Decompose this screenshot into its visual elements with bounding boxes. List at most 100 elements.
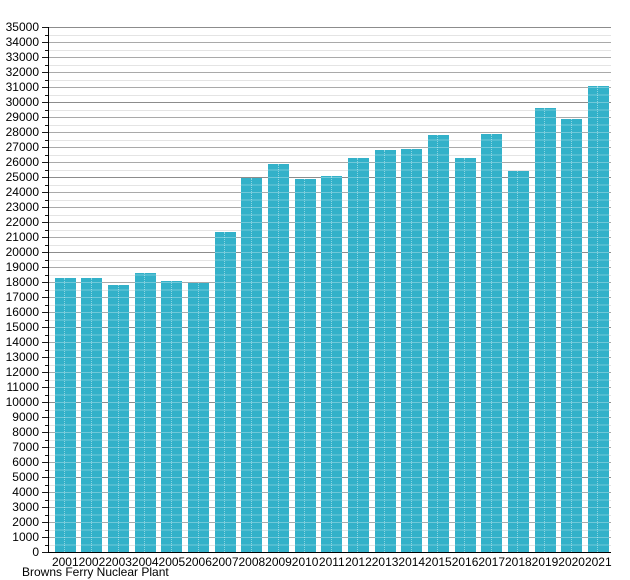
gridline-major xyxy=(49,162,611,163)
y-tick-minor xyxy=(45,529,48,531)
y-tick-minor xyxy=(45,319,48,321)
y-tick-major xyxy=(42,342,48,343)
x-axis-label: 2012 xyxy=(345,555,372,569)
bar-2007 xyxy=(214,231,236,553)
gridline-major xyxy=(49,117,611,118)
gridline-minor xyxy=(49,79,611,81)
y-axis-label: 5000 xyxy=(12,470,39,484)
y-tick-minor xyxy=(45,94,48,96)
y-tick-minor xyxy=(45,244,48,246)
y-tick-major xyxy=(42,492,48,493)
y-axis-label: 2000 xyxy=(12,515,39,529)
y-tick-major xyxy=(42,357,48,358)
y-tick-major xyxy=(42,207,48,208)
y-tick-major xyxy=(42,177,48,178)
y-tick-minor xyxy=(45,79,48,81)
y-tick-minor xyxy=(45,64,48,66)
y-axis-label: 10000 xyxy=(5,395,39,409)
bar-2009 xyxy=(268,163,289,552)
y-axis-label: 1000 xyxy=(12,530,39,544)
x-axis-label: 2017 xyxy=(478,555,506,569)
y-axis-label: 22000 xyxy=(5,215,39,229)
y-axis-label: 26000 xyxy=(5,155,39,169)
gridline-major xyxy=(49,87,611,88)
y-tick-minor xyxy=(45,124,48,126)
y-tick-minor xyxy=(45,469,48,471)
x-axis-label: 2007 xyxy=(211,555,239,569)
y-axis-label: 31000 xyxy=(5,80,39,94)
y-tick-minor xyxy=(45,379,48,381)
y-tick-minor xyxy=(45,274,48,276)
y-tick-minor xyxy=(45,34,48,36)
y-axis-label: 27000 xyxy=(5,140,39,154)
x-axis-label: 2006 xyxy=(185,555,212,569)
y-tick-minor xyxy=(45,394,48,396)
y-tick-minor xyxy=(45,154,48,156)
y-tick-major xyxy=(42,297,48,298)
y-axis-label: 23000 xyxy=(5,200,39,214)
x-axis-label: 2008 xyxy=(238,555,266,569)
y-tick-major xyxy=(42,252,48,253)
bar-2005 xyxy=(161,281,183,552)
y-tick-minor xyxy=(45,304,48,306)
y-axis-label: 15000 xyxy=(5,320,39,334)
y-tick-major xyxy=(42,462,48,463)
y-tick-major xyxy=(42,507,48,508)
y-tick-major xyxy=(42,417,48,418)
y-axis-label: 17000 xyxy=(5,290,39,304)
x-axis-label: 2021 xyxy=(584,555,612,569)
gridline-minor xyxy=(49,139,611,141)
y-axis-label: 29000 xyxy=(5,110,39,124)
gridline-major xyxy=(49,102,611,103)
y-tick-minor xyxy=(45,439,48,441)
y-tick-minor xyxy=(45,259,48,261)
x-axis-label: 2013 xyxy=(371,555,399,569)
y-tick-major xyxy=(42,402,48,403)
y-tick-minor xyxy=(45,349,48,351)
bar-2003 xyxy=(108,285,130,552)
y-axis-label: 0 xyxy=(32,545,39,559)
gridline-minor xyxy=(49,64,611,66)
gridline-minor xyxy=(49,109,611,111)
gridline-minor xyxy=(49,34,611,36)
y-axis-label: 12000 xyxy=(5,365,39,379)
y-tick-major xyxy=(42,447,48,448)
bar-2004 xyxy=(134,273,156,552)
bar-2012 xyxy=(347,158,369,552)
y-tick-major xyxy=(42,42,48,43)
y-tick-minor xyxy=(45,184,48,186)
y-tick-major xyxy=(42,132,48,133)
bar-2021 xyxy=(587,85,609,552)
bar-2013 xyxy=(374,150,396,552)
y-tick-minor xyxy=(45,229,48,231)
bar-2002 xyxy=(81,277,103,552)
gridline-major xyxy=(49,57,611,58)
y-tick-major xyxy=(42,537,48,538)
x-axis-label: 2015 xyxy=(425,555,452,569)
gridline-major xyxy=(49,132,611,133)
chart-footnote: Browns Ferry Nuclear Plant xyxy=(22,565,169,579)
gridline-minor xyxy=(49,49,611,51)
y-axis-label: 4000 xyxy=(12,485,39,499)
y-tick-minor xyxy=(45,499,48,501)
bar-2015 xyxy=(427,135,449,552)
x-axis-label: 2018 xyxy=(504,555,532,569)
gridline-major xyxy=(49,147,611,148)
bar-2010 xyxy=(294,179,316,552)
y-axis-label: 11000 xyxy=(6,380,39,394)
y-tick-minor xyxy=(45,334,48,336)
y-tick-major xyxy=(42,387,48,388)
gridline-minor xyxy=(49,169,611,171)
x-axis-label: 2014 xyxy=(398,555,426,569)
x-axis-label: 2003 xyxy=(105,555,132,569)
x-axis-label: 2010 xyxy=(291,555,319,569)
bar-2019 xyxy=(534,108,556,552)
y-tick-major xyxy=(42,282,48,283)
y-axis-label: 19000 xyxy=(5,260,39,274)
gridline-minor xyxy=(49,94,611,96)
y-axis-label: 32000 xyxy=(5,65,39,79)
gridline-major xyxy=(49,27,611,28)
y-tick-major xyxy=(42,222,48,223)
y-axis-label: 7000 xyxy=(12,440,39,454)
